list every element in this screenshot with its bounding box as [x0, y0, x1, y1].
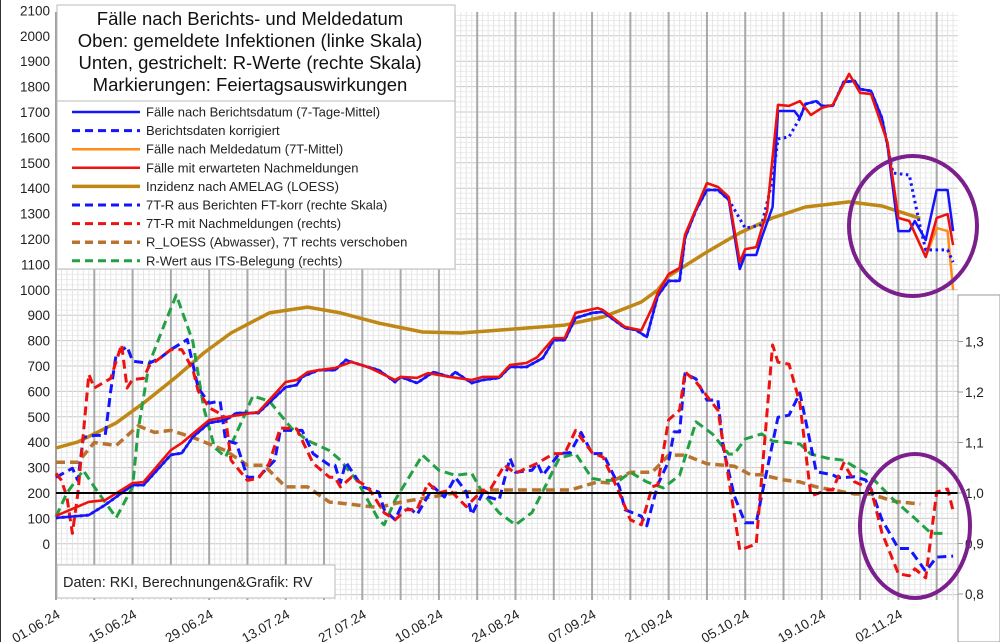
chart-title: Fälle nach Berichts- und MeldedatumOben:… — [78, 8, 423, 95]
title-line: Oben: gemeldete Infektionen (linke Skala… — [78, 30, 423, 51]
legend-label: Fälle nach Meldedatum (7T-Mittel) — [146, 142, 343, 157]
source-box — [56, 564, 336, 599]
left-tick-label: 600 — [27, 384, 50, 399]
legend-item: 7T-R mit Nachmeldungen (rechts) — [72, 216, 341, 231]
legend-label: Fälle nach Berichtsdatum (7-Tage-Mittel) — [146, 105, 380, 120]
left-tick-label: 1300 — [20, 207, 50, 222]
series-line-6 — [54, 343, 955, 580]
right-tick-label: 1,3 — [965, 335, 984, 350]
legend-label: R_LOESS (Abwasser), 7T rechts verschoben — [146, 235, 407, 250]
left-tick-label: 300 — [27, 461, 50, 476]
legend-item: Berichtsdaten korrigiert — [72, 123, 280, 138]
left-tick-label: 1500 — [20, 156, 50, 171]
legend-item: 7T-R aus Berichten FT-korr (rechte Skala… — [72, 198, 387, 213]
legend-label: 7T-R mit Nachmeldungen (rechts) — [146, 216, 341, 231]
legend-item: Fälle nach Berichtsdatum (7-Tage-Mittel) — [72, 105, 380, 120]
left-tick-label: 0 — [42, 537, 50, 552]
left-tick-label: 500 — [27, 410, 50, 425]
left-tick-label: 900 — [27, 308, 50, 323]
left-tick-label: 2000 — [20, 29, 50, 44]
left-tick-label: 1400 — [20, 181, 50, 196]
legend-item: Fälle nach Meldedatum (7T-Mittel) — [72, 142, 343, 157]
right-tick-label: 1,1 — [965, 436, 984, 451]
series-layer — [54, 72, 955, 580]
right-axis: 1,31,21,11,00,90,8 — [958, 335, 984, 602]
legend-items: Fälle nach Berichtsdatum (7-Tage-Mittel)… — [72, 105, 407, 268]
left-tick-label: 1100 — [21, 257, 50, 272]
left-tick-label: 100 — [27, 511, 50, 526]
left-tick-label: 1600 — [20, 130, 50, 145]
series-line-3 — [55, 72, 955, 518]
legend-label: Fälle mit erwarteten Nachmeldungen — [146, 160, 358, 175]
left-axis: 2100200019001800170016001500140013001200… — [20, 3, 50, 551]
source-note: Daten: RKI, Berechnungen&Grafik: RV — [63, 575, 313, 591]
right-tick-label: 0,8 — [965, 587, 984, 602]
title-line: Fälle nach Berichts- und Meldedatum — [97, 8, 403, 29]
title-line: Markierungen: Feiertagsauswirkungen — [93, 74, 408, 95]
legend-item: Fälle mit erwarteten Nachmeldungen — [72, 160, 358, 175]
left-tick-label: 400 — [27, 435, 50, 450]
left-tick-label: 1700 — [20, 105, 50, 120]
series-line-7 — [56, 424, 921, 510]
legend-label: 7T-R aus Berichten FT-korr (rechte Skala… — [146, 198, 387, 213]
right-tick-label: 1,2 — [965, 385, 984, 400]
right-axis-panel — [957, 294, 1000, 642]
left-tick-label: 1800 — [20, 80, 50, 95]
left-tick-label: 1000 — [20, 283, 50, 298]
series-line-5 — [55, 338, 954, 573]
holiday-marking-r-values — [858, 452, 972, 600]
legend-item: R_LOESS (Abwasser), 7T rechts verschoben — [72, 235, 407, 250]
left-tick-label: 700 — [27, 359, 50, 374]
legend-item: Inzidenz nach AMELAG (LOESS) — [72, 179, 339, 194]
series-line-4 — [55, 200, 921, 450]
right-tick-label: 1,0 — [965, 486, 984, 501]
left-tick-label: 200 — [27, 486, 50, 501]
legend-label: Berichtsdaten korrigiert — [146, 123, 280, 138]
title-box — [56, 4, 456, 102]
holiday-marking-cases — [847, 154, 979, 298]
legend-item: R-Wert aus ITS-Belegung (rechts) — [72, 253, 342, 268]
left-tick-label: 1900 — [20, 54, 50, 69]
legend-label: R-Wert aus ITS-Belegung (rechts) — [146, 253, 342, 268]
left-tick-label: 1200 — [20, 232, 50, 247]
left-tick-label: 2100 — [20, 3, 50, 18]
legend-label: Inzidenz nach AMELAG (LOESS) — [146, 179, 339, 194]
title-line: Unten, gestrichelt: R-Werte (rechte Skal… — [78, 52, 421, 73]
left-tick-label: 800 — [27, 334, 50, 349]
